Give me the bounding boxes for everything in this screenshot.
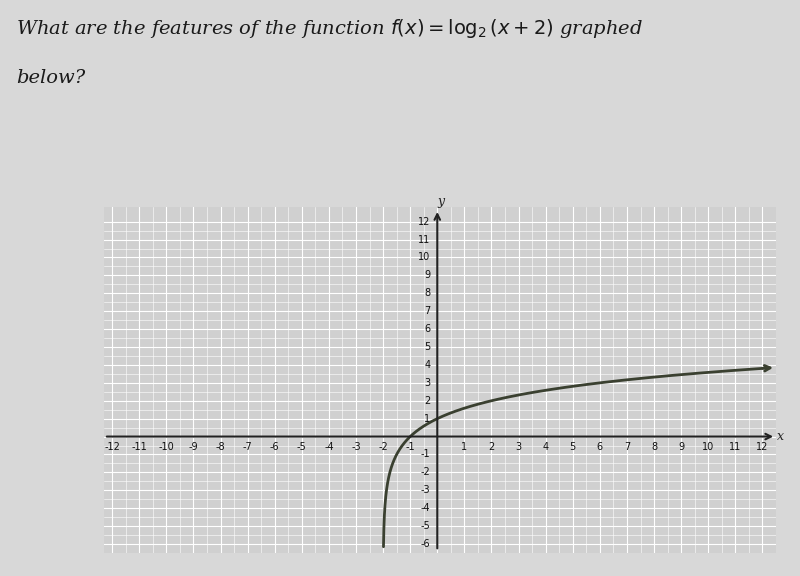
Text: -5: -5 xyxy=(297,442,306,452)
Text: 10: 10 xyxy=(702,442,714,452)
Text: -1: -1 xyxy=(406,442,415,452)
Text: What are the features of the function $f(x) = \log_2(x+2)$ graphed: What are the features of the function $f… xyxy=(16,17,643,40)
Text: 11: 11 xyxy=(730,442,742,452)
Text: -2: -2 xyxy=(378,442,388,452)
Text: 6: 6 xyxy=(424,324,430,334)
Text: 3: 3 xyxy=(424,378,430,388)
Text: 9: 9 xyxy=(678,442,684,452)
Text: 12: 12 xyxy=(756,442,769,452)
Text: 9: 9 xyxy=(424,270,430,281)
Text: 5: 5 xyxy=(570,442,576,452)
Text: -4: -4 xyxy=(324,442,334,452)
Text: 1: 1 xyxy=(462,442,467,452)
Text: -8: -8 xyxy=(216,442,226,452)
Text: -10: -10 xyxy=(158,442,174,452)
Text: 1: 1 xyxy=(424,414,430,424)
Text: 4: 4 xyxy=(424,360,430,370)
Text: -11: -11 xyxy=(131,442,147,452)
Text: 6: 6 xyxy=(597,442,603,452)
Text: y: y xyxy=(438,195,445,209)
Text: 12: 12 xyxy=(418,217,430,227)
Text: 8: 8 xyxy=(424,289,430,298)
Text: -7: -7 xyxy=(242,442,253,452)
Text: -3: -3 xyxy=(421,486,430,495)
Text: 5: 5 xyxy=(424,342,430,352)
Text: x: x xyxy=(778,430,784,443)
Text: -2: -2 xyxy=(421,467,430,478)
Text: -5: -5 xyxy=(421,521,430,531)
Text: -12: -12 xyxy=(104,442,120,452)
Text: 4: 4 xyxy=(542,442,549,452)
Text: -9: -9 xyxy=(189,442,198,452)
Text: -4: -4 xyxy=(421,503,430,513)
Text: 3: 3 xyxy=(515,442,522,452)
Text: 7: 7 xyxy=(624,442,630,452)
Text: 11: 11 xyxy=(418,234,430,245)
Text: 7: 7 xyxy=(424,306,430,316)
Text: -6: -6 xyxy=(421,539,430,549)
Text: -3: -3 xyxy=(351,442,361,452)
Text: -6: -6 xyxy=(270,442,279,452)
Text: 10: 10 xyxy=(418,252,430,263)
Text: -1: -1 xyxy=(421,449,430,460)
Text: below?: below? xyxy=(16,69,86,87)
Text: 8: 8 xyxy=(651,442,657,452)
Text: 2: 2 xyxy=(424,396,430,406)
Text: 2: 2 xyxy=(488,442,494,452)
